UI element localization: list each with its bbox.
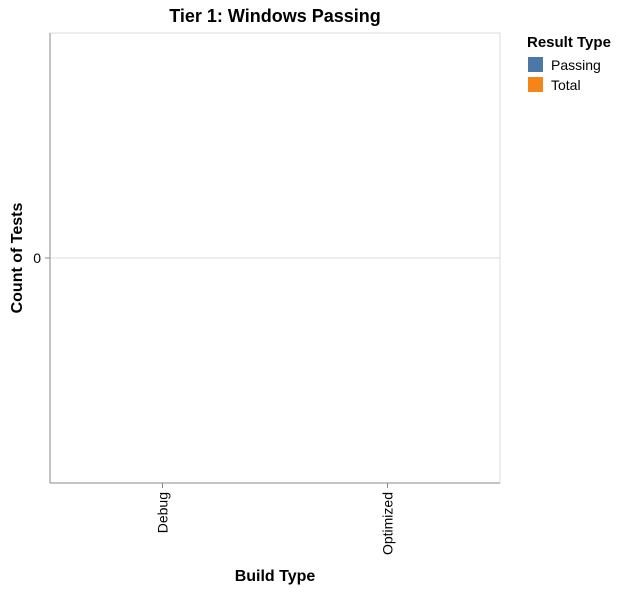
- y-tick-label: 0: [33, 250, 41, 266]
- chart-title: Tier 1: Windows Passing: [169, 6, 381, 26]
- legend-swatch: [528, 57, 543, 72]
- legend-items: Passing Total: [528, 57, 601, 93]
- legend-swatch: [528, 77, 543, 92]
- y-tick-layer: 0: [33, 250, 50, 266]
- y-axis-title: Count of Tests: [9, 203, 26, 314]
- legend-label: Passing: [551, 57, 601, 73]
- legend-label: Total: [551, 77, 581, 93]
- legend-title: Result Type: [527, 34, 611, 51]
- x-axis-title: Build Type: [235, 568, 316, 585]
- x-tick-layer: Debug Optimized: [155, 483, 396, 555]
- x-tick-label: Debug: [155, 492, 171, 533]
- legend: Result Type Passing Total: [527, 34, 611, 93]
- x-tick-label: Optimized: [380, 492, 396, 555]
